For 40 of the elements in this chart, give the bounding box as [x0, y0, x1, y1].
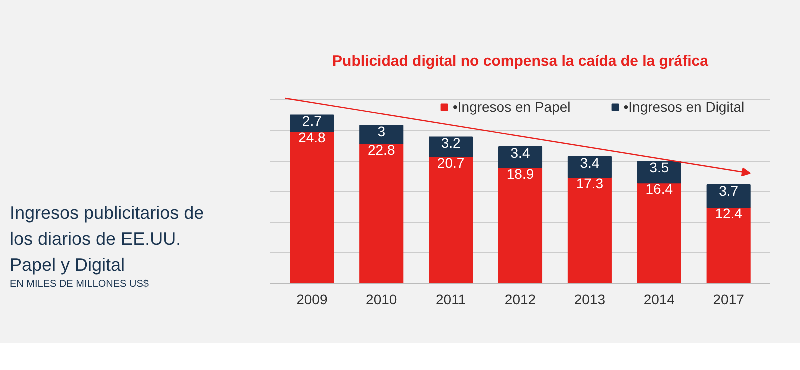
data-label: 20.7: [437, 154, 465, 171]
legend-label: •Ingresos en Digital: [624, 99, 745, 115]
bar: [290, 131, 334, 284]
bar: [637, 182, 682, 284]
bar: [706, 207, 751, 284]
x-tick-label: 2010: [366, 292, 398, 308]
data-label: 16.4: [646, 181, 674, 198]
bar: [290, 114, 334, 132]
data-label: 3: [378, 124, 386, 140]
chart-title: Publicidad digital no compensa la caída de la gráfica: [332, 53, 710, 70]
bar: [637, 161, 682, 184]
data-label: 3.4: [580, 154, 600, 171]
data-label: 3.5: [650, 160, 670, 176]
legend-label: •Ingresos en Papel: [453, 99, 571, 115]
bar: [498, 167, 543, 284]
data-label: 3.7: [719, 182, 739, 199]
bar: [360, 143, 404, 284]
bar: [568, 156, 612, 178]
x-tick-label: 2017: [713, 292, 745, 308]
data-label: 2.7: [302, 113, 322, 130]
data-label: 3.2: [441, 135, 461, 152]
x-tick-label: 2009: [296, 292, 328, 308]
text: Ingresos publicitarios de los diarios de EE.UU. Papel y Digital: [10, 202, 206, 277]
data-label: 18.9: [506, 166, 534, 182]
data-label: 24.8: [298, 130, 326, 146]
bar: [360, 125, 404, 144]
bar: [498, 146, 543, 168]
x-tick-label: 2012: [504, 292, 536, 308]
bar: [706, 184, 751, 208]
bar: [568, 177, 612, 284]
text: EN MILES DE MILLONES US$: [10, 278, 150, 291]
data-label: 17.3: [576, 176, 604, 192]
x-tick-label: 2014: [644, 292, 676, 308]
bar: [429, 156, 474, 284]
x-tick-label: 2011: [436, 292, 466, 308]
bar: [429, 136, 474, 158]
data-label: 22.8: [368, 142, 396, 158]
data-label: 3.4: [510, 145, 530, 162]
data-label: 12.4: [715, 206, 743, 222]
x-tick-label: 2013: [574, 292, 606, 308]
